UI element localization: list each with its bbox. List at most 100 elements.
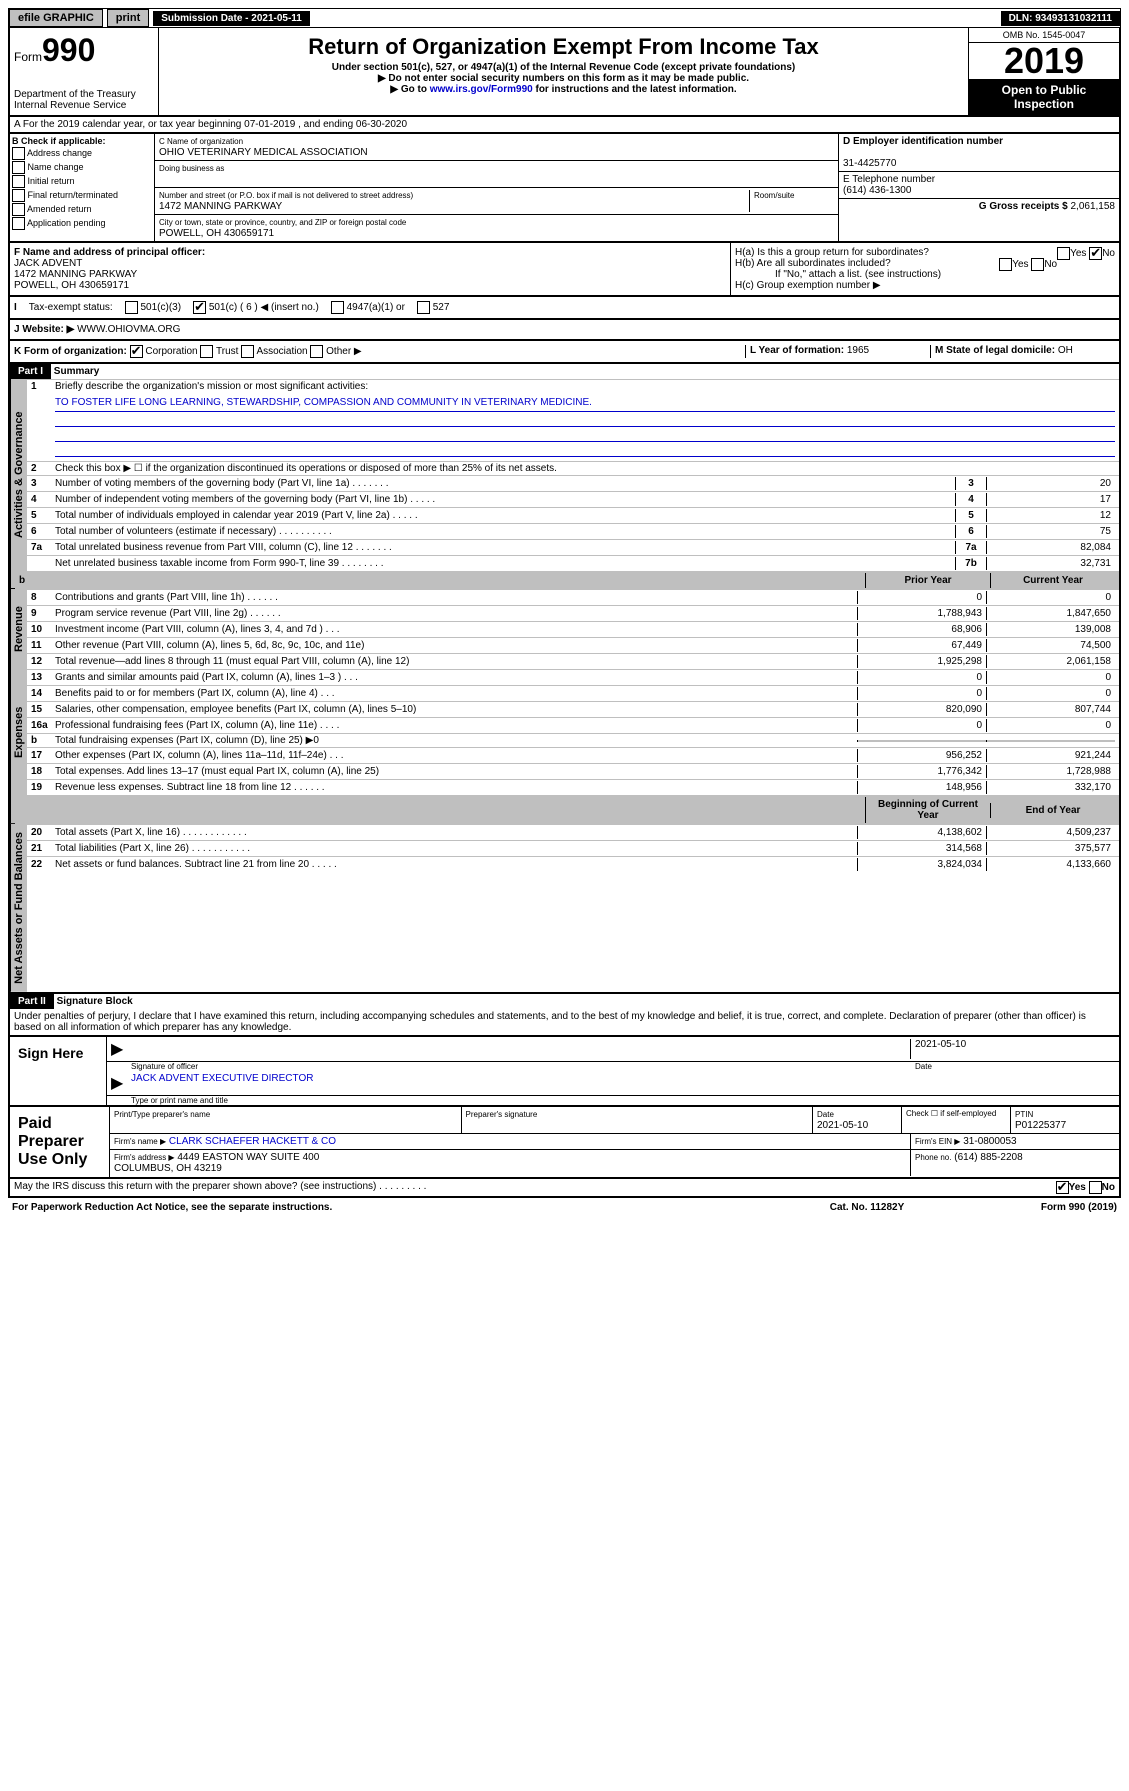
summary-line: 19Revenue less expenses. Subtract line 1…	[27, 779, 1119, 795]
officer-label: F Name and address of principal officer:	[14, 247, 205, 258]
527-checkbox[interactable]	[417, 301, 430, 314]
prep-name-label: Print/Type preparer's name	[114, 1110, 210, 1119]
501c-checkbox[interactable]	[193, 301, 206, 314]
prep-date: 2021-05-10	[817, 1120, 868, 1131]
discuss-no-checkbox[interactable]	[1089, 1181, 1102, 1194]
hc-label: H(c) Group exemption number ▶	[735, 280, 1115, 291]
ha-no-checkbox[interactable]	[1089, 247, 1102, 260]
subtitle-1: Under section 501(c), 527, or 4947(a)(1)…	[163, 62, 964, 73]
addr-label: Number and street (or P.O. box if mail i…	[159, 191, 413, 200]
summary-line: 5Total number of individuals employed in…	[27, 507, 1119, 523]
501c3-checkbox[interactable]	[125, 301, 138, 314]
firm-ein-label: Firm's EIN ▶	[915, 1137, 960, 1146]
tax-year: 2019	[969, 43, 1119, 79]
website-row: J Website: ▶ WWW.OHIOVMA.ORG	[8, 320, 1121, 341]
4947-checkbox[interactable]	[331, 301, 344, 314]
boxb-opt[interactable]: Application pending	[12, 217, 152, 230]
website-label: J Website: ▶	[14, 324, 74, 335]
klm-row: K Form of organization: Corporation Trus…	[8, 341, 1121, 364]
hb2-label: If "No," attach a list. (see instruction…	[735, 269, 1115, 280]
row-a: A For the 2019 calendar year, or tax yea…	[8, 117, 1121, 134]
website-value: WWW.OHIOVMA.ORG	[77, 324, 180, 335]
summary-line: 14Benefits paid to or for members (Part …	[27, 685, 1119, 701]
other-checkbox[interactable]	[310, 345, 323, 358]
firm-phone: (614) 885-2208	[954, 1152, 1022, 1163]
org-addr: 1472 MANNING PARKWAY	[159, 201, 282, 212]
city-label: City or town, state or province, country…	[159, 218, 406, 227]
assoc-checkbox[interactable]	[241, 345, 254, 358]
sig-officer-label: Signature of officer	[131, 1062, 915, 1071]
hb-no-checkbox[interactable]	[1031, 258, 1044, 271]
footer: For Paperwork Reduction Act Notice, see …	[8, 1198, 1121, 1217]
prep-date-label: Date	[817, 1110, 834, 1119]
tax-status-row: I Tax-exempt status: 501(c)(3) 501(c) ( …	[8, 297, 1121, 320]
pra-notice: For Paperwork Reduction Act Notice, see …	[12, 1202, 767, 1213]
firm-name[interactable]: CLARK SCHAEFER HACKETT & CO	[169, 1136, 336, 1147]
summary-line: 10Investment income (Part VIII, column (…	[27, 621, 1119, 637]
summary-line: 3Number of voting members of the governi…	[27, 475, 1119, 491]
boxb-opt[interactable]: Amended return	[12, 203, 152, 216]
side-expenses: Expenses	[10, 669, 27, 795]
officer-name-typed[interactable]: JACK ADVENT EXECUTIVE DIRECTOR	[131, 1073, 313, 1084]
paid-preparer-label: Paid Preparer Use Only	[10, 1107, 110, 1177]
corp-checkbox[interactable]	[130, 345, 143, 358]
l-label: L Year of formation:	[750, 345, 844, 356]
part1: Part I Summary Activities & Governance 1…	[8, 364, 1121, 994]
line2-text: Check this box ▶ ☐ if the organization d…	[55, 463, 1115, 474]
irs-link[interactable]: www.irs.gov/Form990	[430, 84, 533, 95]
summary-line: 18Total expenses. Add lines 13–17 (must …	[27, 763, 1119, 779]
summary-line: 9Program service revenue (Part VIII, lin…	[27, 605, 1119, 621]
hb-yes-checkbox[interactable]	[999, 258, 1012, 271]
subtitle-2: ▶ Do not enter social security numbers o…	[163, 73, 964, 84]
k-label: K Form of organization:	[14, 346, 127, 357]
dba-label: Doing business as	[159, 164, 224, 173]
tax-status-label: Tax-exempt status:	[29, 302, 113, 313]
m-label: M State of legal domicile:	[935, 345, 1055, 356]
room-label: Room/suite	[754, 191, 794, 200]
boxb-opt[interactable]: Name change	[12, 161, 152, 174]
summary-line: 8Contributions and grants (Part VIII, li…	[27, 589, 1119, 605]
prep-sig-label: Preparer's signature	[466, 1110, 538, 1119]
dept-label: Department of the Treasury Internal Reve…	[14, 89, 154, 111]
type-name-label: Type or print name and title	[107, 1096, 1119, 1105]
side-revenue: Revenue	[10, 589, 27, 669]
officer-addr2: POWELL, OH 430659171	[14, 280, 726, 291]
trust-checkbox[interactable]	[200, 345, 213, 358]
part1-name: Summary	[54, 366, 100, 377]
form-ref: Form 990 (2019)	[967, 1202, 1117, 1213]
boxb-opt[interactable]: Final return/terminated	[12, 189, 152, 202]
discuss-yes-checkbox[interactable]	[1056, 1181, 1069, 1194]
firm-phone-label: Phone no.	[915, 1153, 951, 1162]
subtitle-3: ▶ Go to www.irs.gov/Form990 for instruct…	[163, 84, 964, 95]
open-to-public: Open to Public Inspection	[969, 79, 1119, 115]
summary-line: 4Number of independent voting members of…	[27, 491, 1119, 507]
l-value: 1965	[847, 345, 869, 356]
submission-date: Submission Date - 2021-05-11	[153, 11, 310, 26]
signature-block: Sign Here ▶2021-05-10 Signature of offic…	[8, 1037, 1121, 1107]
firm-addr-label: Firm's address ▶	[114, 1153, 175, 1162]
print-button[interactable]: print	[107, 9, 149, 27]
sig-date: 2021-05-10	[915, 1039, 966, 1050]
officer-addr1: 1472 MANNING PARKWAY	[14, 269, 726, 280]
efile-button[interactable]: efile GRAPHIC	[9, 9, 103, 27]
boxb-opt[interactable]: Address change	[12, 147, 152, 160]
summary-line: 13Grants and similar amounts paid (Part …	[27, 669, 1119, 685]
name-label: C Name of organization	[159, 137, 243, 146]
ein-label: D Employer identification number	[843, 136, 1003, 147]
part2: Part II Signature Block Under penalties …	[8, 994, 1121, 1037]
ein-value: 31-4425770	[843, 158, 896, 169]
phone-label: E Telephone number	[843, 174, 935, 185]
summary-line: 15Salaries, other compensation, employee…	[27, 701, 1119, 717]
mission-text: TO FOSTER LIFE LONG LEARNING, STEWARDSHI…	[55, 397, 1115, 412]
phone-value: (614) 436-1300	[843, 185, 911, 196]
summary-line: 20Total assets (Part X, line 16) . . . .…	[27, 824, 1119, 840]
line1-text: Briefly describe the organization's miss…	[55, 381, 1115, 392]
ha-yes-checkbox[interactable]	[1057, 247, 1070, 260]
prior-year-header: Prior Year	[865, 573, 990, 588]
part1-header: Part I	[10, 364, 51, 379]
side-governance: Activities & Governance	[10, 379, 27, 571]
cat-no: Cat. No. 11282Y	[767, 1202, 967, 1213]
boxb-opt[interactable]: Initial return	[12, 175, 152, 188]
side-net: Net Assets or Fund Balances	[10, 824, 27, 992]
line16b-text: Total fundraising expenses (Part IX, col…	[55, 735, 857, 746]
